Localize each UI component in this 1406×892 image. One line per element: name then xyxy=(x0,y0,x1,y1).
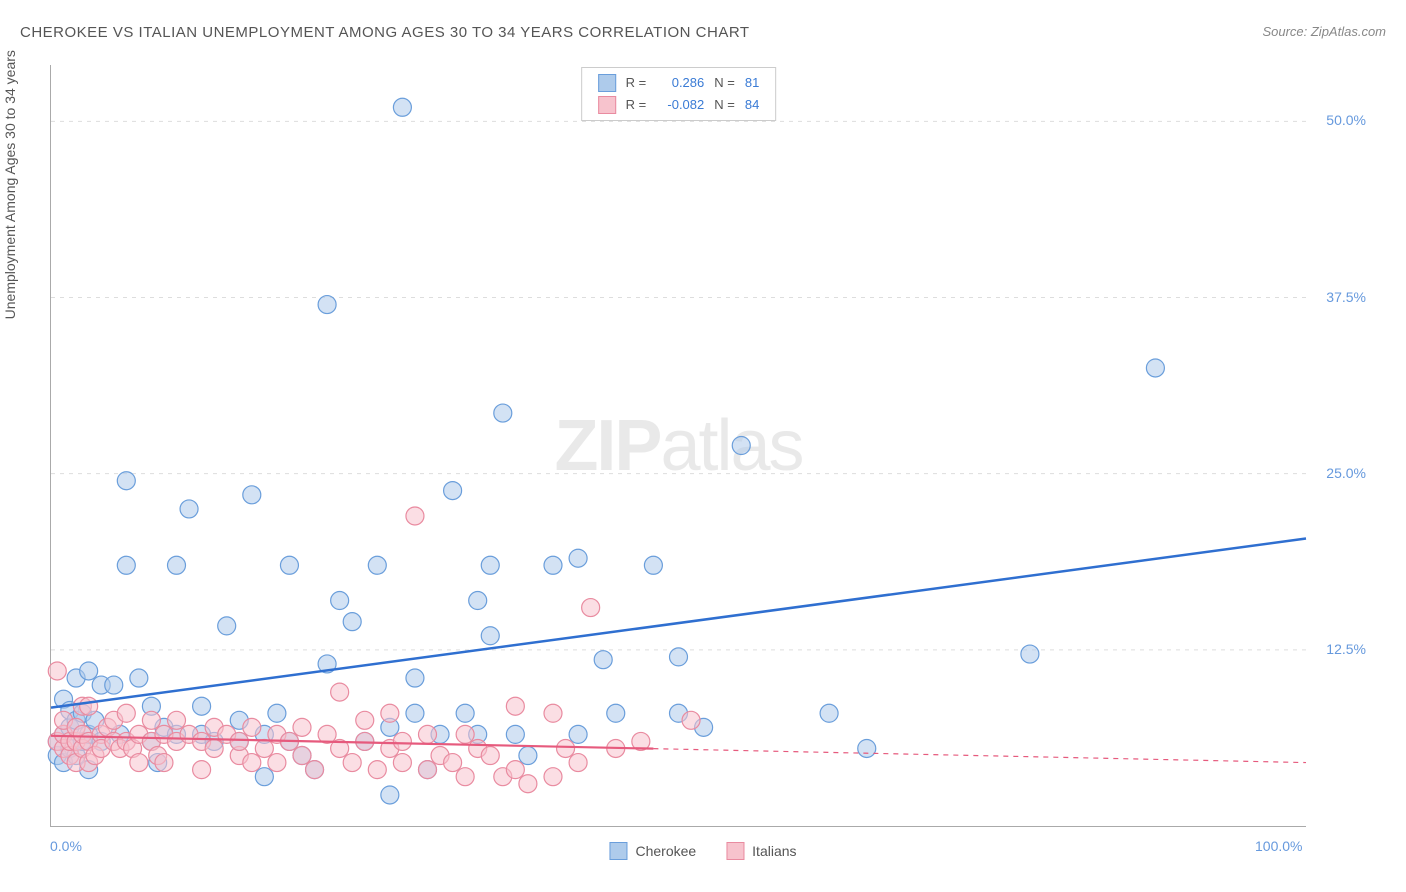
legend-item-italians: Italians xyxy=(726,842,796,860)
legend-label-cherokee: Cherokee xyxy=(635,843,696,859)
series-legend: Cherokee Italians xyxy=(609,842,796,860)
swatch-cherokee xyxy=(609,842,627,860)
r-value-cherokee: 0.286 xyxy=(656,72,704,94)
swatch-italians xyxy=(726,842,744,860)
legend-label-italians: Italians xyxy=(752,843,796,859)
plot-svg xyxy=(51,65,1306,826)
n-label: N = xyxy=(714,94,735,116)
legend-row-cherokee: R = 0.286 N = 81 xyxy=(598,72,760,94)
y-tick-label: 37.5% xyxy=(1326,289,1366,305)
y-tick-label: 50.0% xyxy=(1326,112,1366,128)
chart-title: CHEROKEE VS ITALIAN UNEMPLOYMENT AMONG A… xyxy=(20,24,750,41)
legend-row-italians: R = -0.082 N = 84 xyxy=(598,94,760,116)
r-label: R = xyxy=(626,94,647,116)
x-tick-label: 0.0% xyxy=(50,838,82,854)
n-label: N = xyxy=(714,72,735,94)
source-attribution: Source: ZipAtlas.com xyxy=(1262,24,1386,39)
x-tick-label: 100.0% xyxy=(1255,838,1302,854)
n-value-cherokee: 81 xyxy=(745,72,759,94)
y-tick-label: 12.5% xyxy=(1326,641,1366,657)
swatch-italians xyxy=(598,96,616,114)
legend-item-cherokee: Cherokee xyxy=(609,842,696,860)
swatch-cherokee xyxy=(598,74,616,92)
r-value-italians: -0.082 xyxy=(656,94,704,116)
chart-container: CHEROKEE VS ITALIAN UNEMPLOYMENT AMONG A… xyxy=(0,0,1406,892)
r-label: R = xyxy=(626,72,647,94)
y-axis-label: Unemployment Among Ages 30 to 34 years xyxy=(2,50,18,319)
correlation-legend: R = 0.286 N = 81 R = -0.082 N = 84 xyxy=(581,67,777,121)
plot-area: ZIPatlas R = 0.286 N = 81 R = -0.082 N =… xyxy=(50,65,1306,827)
n-value-italians: 84 xyxy=(745,94,759,116)
y-tick-label: 25.0% xyxy=(1326,465,1366,481)
